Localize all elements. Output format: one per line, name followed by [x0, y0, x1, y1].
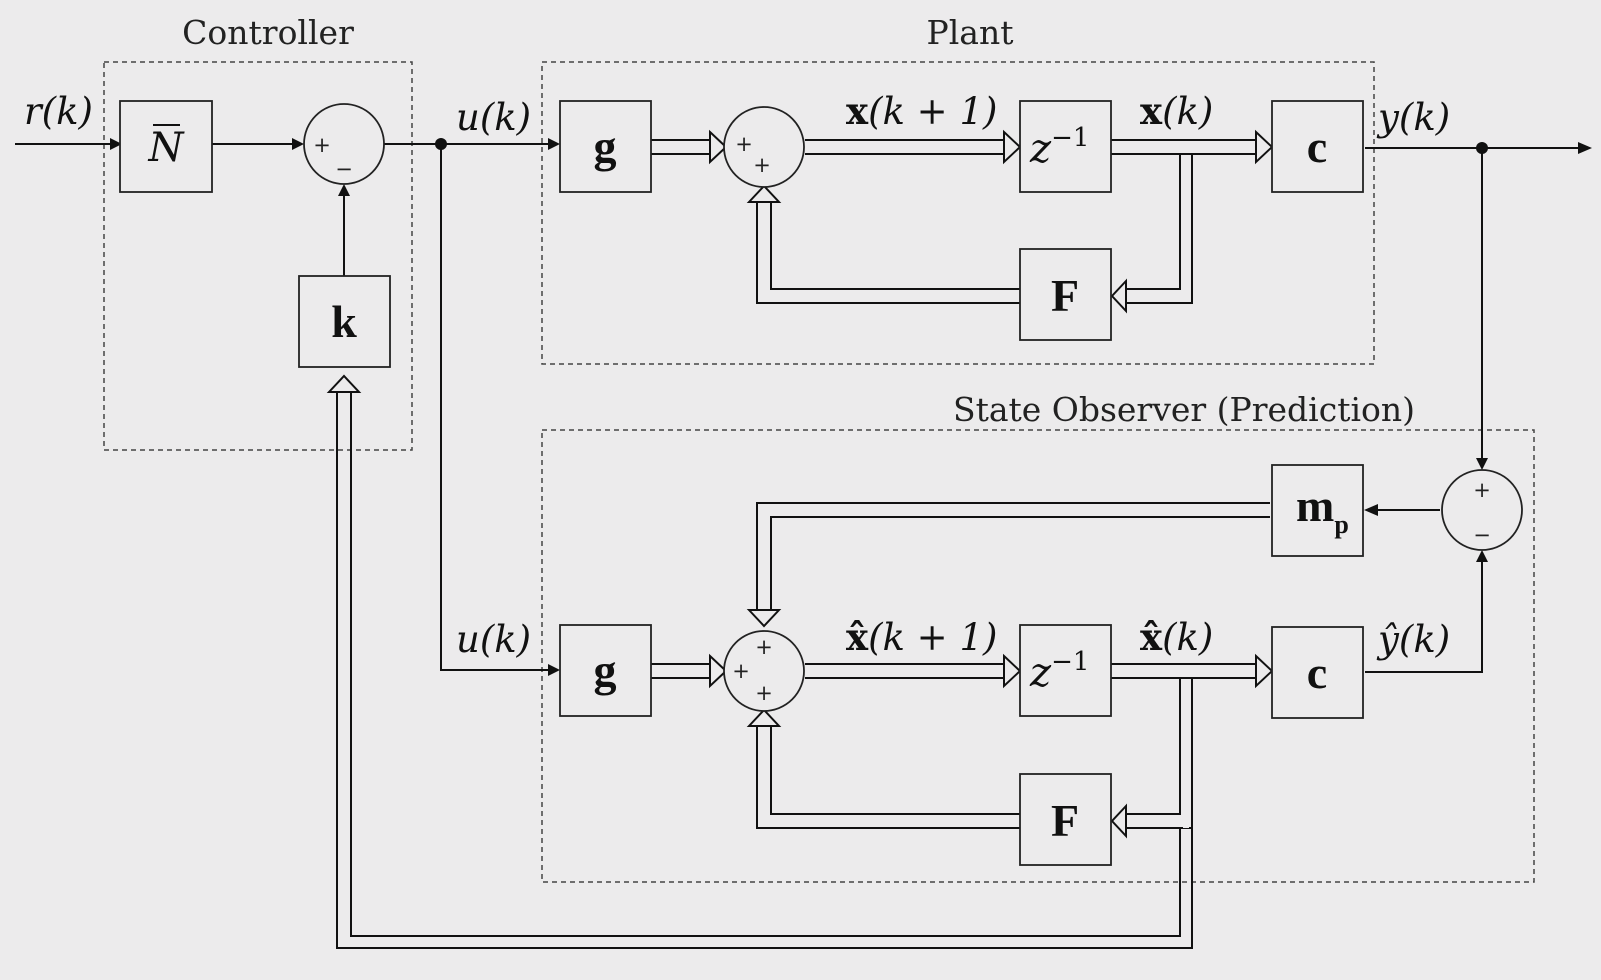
- k-block: k: [298, 275, 391, 368]
- y-signal-label: y(k): [1376, 96, 1450, 139]
- y-to-obs-sum-arrowhead: [1476, 458, 1488, 470]
- obs-c-label: c: [1307, 647, 1327, 698]
- plant-F-to-sum-arrowhead: [746, 184, 782, 203]
- nbar-label: N: [148, 125, 186, 171]
- yhat-to-sum-arrowhead: [1476, 550, 1488, 562]
- output-error-sum-junction: + −: [1441, 469, 1523, 551]
- obs-xhatnext-arrowhead: [1003, 653, 1022, 689]
- obs-F-to-sum-vector: [756, 724, 1020, 829]
- obs-xhat-vector: [1111, 663, 1262, 679]
- error-to-mp-arrowhead: [1364, 504, 1378, 516]
- plant-g-to-sum-vector: [650, 139, 718, 155]
- plant-sum-plus-left: +: [735, 132, 753, 156]
- u-to-observer-wire: [440, 144, 548, 671]
- error-sum-plus: +: [1473, 478, 1491, 502]
- obs-g-block: g: [559, 624, 652, 717]
- controller-title: Controller: [182, 13, 354, 52]
- xhat-to-k-arrowhead: [326, 374, 362, 393]
- controller-sum-plus: +: [313, 133, 331, 157]
- obs-xhatnext-vector: [805, 663, 1010, 679]
- obs-delay-exponent: −1: [1051, 647, 1089, 677]
- plant-xnext-arrowhead: [1003, 129, 1022, 165]
- obs-g-to-sum-vector: [650, 663, 718, 679]
- plant-xnext-vector: [805, 139, 1010, 155]
- obs-g-label: g: [594, 645, 617, 696]
- plant-sum-junction: + +: [723, 106, 805, 188]
- controller-frame: [103, 61, 413, 451]
- x-next-signal-label: x(k + 1): [846, 89, 997, 133]
- mp-label: mp: [1296, 480, 1349, 539]
- obs-sum-plus-top: +: [755, 635, 773, 659]
- r-input-arrowhead: [110, 138, 122, 150]
- nbar-to-sum-arrowhead: [292, 138, 304, 150]
- obs-c-block: c: [1271, 626, 1364, 719]
- obs-F-to-sum-arrowhead: [746, 708, 782, 727]
- scalar-signal-wires: [15, 138, 1592, 676]
- nbar-block: N: [119, 100, 213, 193]
- plant-F-arrowhead: [1110, 278, 1127, 314]
- plant-delay-exponent: −1: [1051, 123, 1089, 153]
- mp-to-obs-sum-arrowhead: [746, 609, 782, 628]
- plant-frame: [541, 61, 1375, 365]
- obs-F-block: F: [1019, 773, 1112, 866]
- xhat-signal-label: x̂(k): [1140, 615, 1213, 659]
- u-top-signal-label: u(k): [456, 96, 531, 139]
- k-label: k: [331, 296, 357, 347]
- y-branch-dot: [1476, 142, 1488, 154]
- plant-F-to-sum-vector: [756, 200, 1020, 304]
- obs-delay-label: z−1: [1029, 647, 1089, 696]
- yhat-to-sum-wire: [1365, 560, 1483, 673]
- mp-subscript: p: [1334, 510, 1348, 539]
- y-output-arrowhead: [1578, 142, 1592, 154]
- u-to-observer-arrowhead: [548, 664, 560, 676]
- xhat-to-k-vector: [336, 392, 1193, 949]
- vector-signal-paths: [326, 129, 1274, 949]
- xhat-next-signal-label: x̂(k + 1): [846, 615, 997, 659]
- plant-F-label: F: [1051, 270, 1079, 321]
- yhat-signal-label: ŷ(k): [1376, 618, 1450, 661]
- observer-title: State Observer (Prediction): [953, 390, 1415, 429]
- plant-title: Plant: [927, 13, 1014, 52]
- obs-sum-plus-bottom: +: [755, 681, 773, 705]
- obs-xhat-to-F-vector: [1124, 678, 1193, 829]
- plant-c-label: c: [1307, 121, 1327, 172]
- u-to-plant-arrowhead: [548, 138, 560, 150]
- obs-F-arrowhead: [1110, 803, 1127, 839]
- plant-sum-plus-bottom: +: [753, 153, 771, 177]
- error-sum-minus: −: [1473, 523, 1491, 547]
- plant-g-to-sum-arrowhead: [709, 129, 728, 165]
- mp-to-obs-sum-vector: [756, 502, 1270, 610]
- plant-delay-block: z−1: [1019, 100, 1112, 193]
- x-signal-label: x(k): [1140, 89, 1213, 133]
- plant-F-block: F: [1019, 248, 1112, 341]
- observer-frame: [541, 429, 1535, 883]
- plant-x-to-F-vector: [1124, 154, 1193, 304]
- plant-delay-label: z−1: [1029, 123, 1089, 172]
- mp-block: mp: [1271, 464, 1364, 557]
- plant-x-arrowhead: [1255, 129, 1274, 165]
- obs-delay-block: z−1: [1019, 624, 1112, 717]
- u-bottom-signal-label: u(k): [456, 618, 531, 661]
- obs-g-to-sum-arrowhead: [709, 653, 728, 689]
- r-signal-label: r(k): [24, 90, 93, 133]
- u-branch-dot: [435, 138, 447, 150]
- plant-c-block: c: [1271, 100, 1364, 193]
- obs-F-label: F: [1051, 795, 1079, 846]
- plant-g-label: g: [594, 121, 617, 172]
- obs-sum-plus-left: +: [732, 659, 750, 683]
- observer-sum-junction: + + +: [723, 630, 805, 712]
- plant-g-block: g: [559, 100, 652, 193]
- controller-sum-minus: −: [335, 157, 353, 181]
- plant-x-vector: [1111, 139, 1262, 155]
- obs-xhat-arrowhead: [1255, 653, 1274, 689]
- controller-sum-junction: + −: [303, 103, 385, 185]
- k-to-sum-arrowhead: [338, 184, 350, 196]
